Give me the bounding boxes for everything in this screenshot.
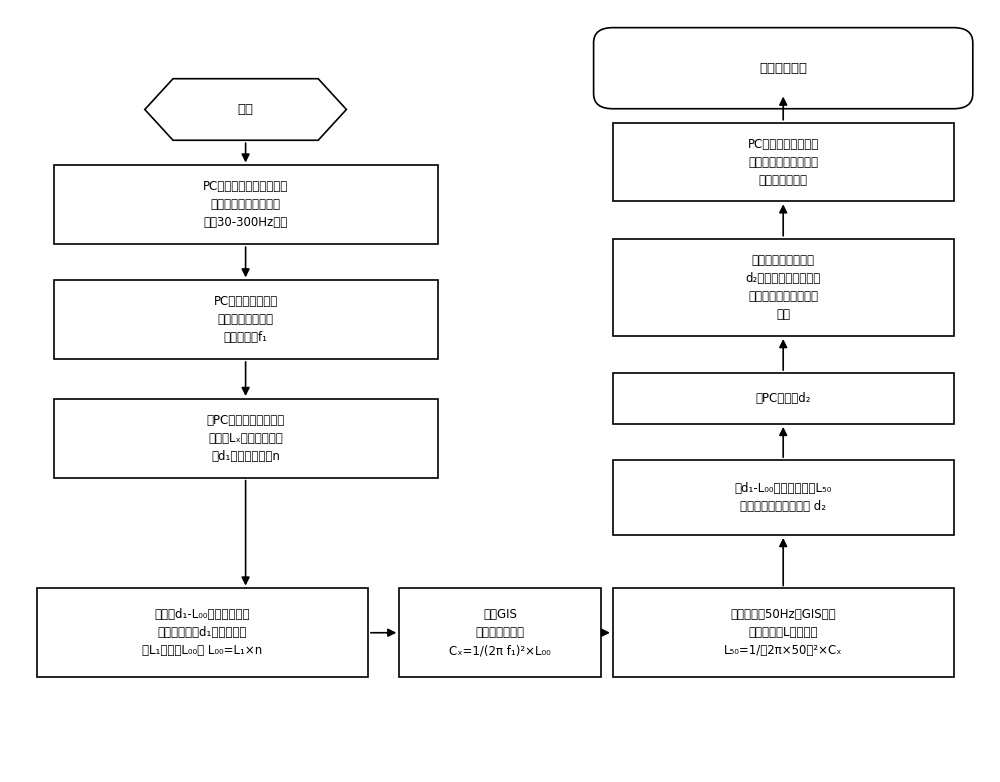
Text: 在所述d₁-L₀₀数据库中查找
铁心伸出长度d₁对应的电感
量L₁，计算L₀₀， L₀₀=L₁×n: 在所述d₁-L₀₀数据库中查找 铁心伸出长度d₁对应的电感 量L₁，计算L₀₀，… [142, 608, 263, 657]
Text: PC机读取变频谐振
试验电源搜索的初
次谐振频率f₁: PC机读取变频谐振 试验电源搜索的初 次谐振频率f₁ [213, 295, 278, 344]
FancyBboxPatch shape [54, 280, 438, 359]
FancyBboxPatch shape [613, 460, 954, 535]
Text: PC机发出自动调谐指令，
控制变频谐振试验电源
输出30-300Hz信号: PC机发出自动调谐指令， 控制变频谐振试验电源 输出30-300Hz信号 [203, 181, 288, 229]
FancyBboxPatch shape [54, 166, 438, 244]
FancyBboxPatch shape [613, 123, 954, 202]
Text: 开始: 开始 [238, 103, 254, 116]
FancyBboxPatch shape [613, 239, 954, 336]
Text: 完成本次试验: 完成本次试验 [759, 62, 807, 75]
Text: 由PC机显示d₂: 由PC机显示d₂ [755, 392, 811, 405]
FancyBboxPatch shape [613, 588, 954, 677]
Text: 用户把铁心长度调至
d₂，控制变频谐振试验
电源在工频输出，自动
升压: 用户把铁心长度调至 d₂，控制变频谐振试验 电源在工频输出，自动 升压 [746, 254, 821, 321]
Text: 在PC机中输入当前可调
电抗器Lₓ的铁心伸出长
度d₁以及电感个数n: 在PC机中输入当前可调 电抗器Lₓ的铁心伸出长 度d₁以及电感个数n [206, 414, 285, 463]
Polygon shape [145, 79, 346, 140]
FancyBboxPatch shape [54, 399, 438, 478]
FancyBboxPatch shape [37, 588, 368, 677]
FancyBboxPatch shape [594, 27, 973, 109]
Text: PC机读取变频谐振试
验电源反馈的一次回路
升压数据并显示: PC机读取变频谐振试 验电源反馈的一次回路 升压数据并显示 [748, 138, 819, 187]
FancyBboxPatch shape [613, 373, 954, 424]
Text: 计算频率为50Hz时GIS管道
电压互感器L的电感量
L₅₀=1/（2π×50）²×Cₓ: 计算频率为50Hz时GIS管道 电压互感器L的电感量 L₅₀=1/（2π×50）… [724, 608, 842, 657]
Text: 在d₁-L₀₀数据库中查找L₅₀
所对应的铁心伸出长度 d₂: 在d₁-L₀₀数据库中查找L₅₀ 所对应的铁心伸出长度 d₂ [735, 482, 832, 513]
FancyBboxPatch shape [399, 588, 601, 677]
Text: 计算GIS
管道分布电容量
Cₓ=1/(2π f₁)²×L₀₀: 计算GIS 管道分布电容量 Cₓ=1/(2π f₁)²×L₀₀ [449, 608, 551, 657]
